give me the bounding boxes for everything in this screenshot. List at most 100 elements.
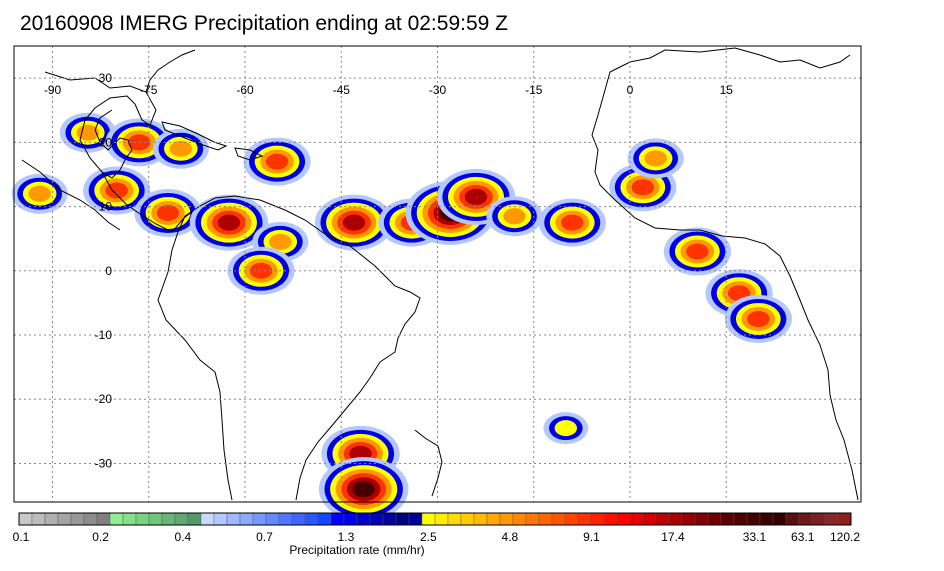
longitude-label: -60 xyxy=(236,83,254,97)
precip-cell xyxy=(543,412,589,445)
colorbar-swatch xyxy=(486,512,501,526)
colorbar-swatch xyxy=(772,512,787,526)
colorbar-swatch xyxy=(603,512,618,526)
colorbar-swatch xyxy=(460,512,475,526)
colorbar-swatch xyxy=(551,512,566,526)
colorbar-swatch xyxy=(395,512,410,526)
precip-cell xyxy=(663,227,731,276)
precip-cell xyxy=(243,137,311,186)
precip-contour xyxy=(733,289,745,298)
colorbar-swatch xyxy=(577,512,592,526)
precip-cell xyxy=(314,194,394,251)
colorbar-swatch xyxy=(746,512,761,526)
colorbar-title: Precipitation rate (mm/hr) xyxy=(289,543,425,557)
precip-cell xyxy=(627,138,684,179)
colorbar-tick-label: 63.1 xyxy=(791,530,815,544)
precip-contour xyxy=(691,247,703,256)
colorbar-swatch xyxy=(200,512,215,526)
colorbar-tick-label: 0.1 xyxy=(12,530,30,544)
colorbar-swatch xyxy=(720,512,735,526)
colorbar-swatch xyxy=(174,512,189,526)
latitude-label: -20 xyxy=(95,392,113,406)
colorbar-swatch xyxy=(109,512,124,526)
colorbar-swatch xyxy=(83,512,98,526)
precip-cell xyxy=(538,198,606,247)
longitude-label: -75 xyxy=(140,83,158,97)
colorbar-swatch xyxy=(408,512,423,526)
longitude-label: 15 xyxy=(720,83,734,97)
latitude-label: 0 xyxy=(105,264,112,278)
graticule xyxy=(14,46,861,502)
latitude-label: 30 xyxy=(99,71,113,85)
precip-contour xyxy=(650,154,662,163)
colorbar-frame xyxy=(18,512,852,526)
colorbar-swatch xyxy=(70,512,85,526)
colorbar-swatch xyxy=(629,512,644,526)
colorbar-swatch xyxy=(382,512,397,526)
longitude-label: -90 xyxy=(44,83,62,97)
colorbar-tick-label: 120.2 xyxy=(829,530,861,544)
colorbar-swatch xyxy=(785,512,800,526)
colorbar-swatch xyxy=(226,512,241,526)
precip-contour xyxy=(348,218,360,227)
colorbar-swatch xyxy=(278,512,293,526)
colorbar-swatch xyxy=(525,512,540,526)
colorbar-tick-label: 0.2 xyxy=(92,530,109,544)
map-title: 20160908 IMERG Precipitation ending at 0… xyxy=(20,12,508,35)
colorbar-swatch xyxy=(122,512,137,526)
precip-cell xyxy=(83,166,151,215)
colorbar-tick-label: 2.5 xyxy=(420,530,437,544)
colorbar-swatch xyxy=(239,512,254,526)
colorbar-tick-label: 4.8 xyxy=(501,530,519,544)
precip-contour xyxy=(354,449,367,458)
latitude-labels: 30 20 10 0 -10 -20 -30 xyxy=(95,71,113,470)
colorbar-swatch xyxy=(616,512,631,526)
colorbar-swatch xyxy=(291,512,306,526)
precip-contour xyxy=(162,208,174,217)
colorbar-swatch xyxy=(44,512,59,526)
precip-cell xyxy=(152,128,209,169)
colorbar-swatch xyxy=(213,512,228,526)
precip-contour xyxy=(470,192,482,201)
longitude-label: 0 xyxy=(627,83,634,97)
colorbar-swatch xyxy=(304,512,319,526)
colorbar-tick-label: 17.4 xyxy=(661,530,685,544)
colorbar-swatch xyxy=(434,512,449,526)
colorbar-swatch xyxy=(148,512,163,526)
longitude-labels: -90 -75 -60 -45 -30 -15 0 15 xyxy=(44,83,733,97)
colorbar-swatch xyxy=(733,512,748,526)
colorbar-swatch xyxy=(356,512,371,526)
colorbar-swatch xyxy=(811,512,826,526)
colorbar-swatch xyxy=(824,512,839,526)
precip-contour xyxy=(566,218,578,227)
colorbar-swatch xyxy=(499,512,514,526)
latitude-label: 20 xyxy=(99,135,113,149)
map-frame xyxy=(13,45,862,503)
colorbar-swatch xyxy=(187,512,202,526)
colorbar xyxy=(18,512,852,526)
latitude-label: 10 xyxy=(99,200,113,214)
colorbar-swatch xyxy=(31,512,46,526)
colorbar-swatch xyxy=(538,512,553,526)
precip-contour xyxy=(637,183,649,192)
colorbar-swatch xyxy=(473,512,488,526)
longitude-label: -30 xyxy=(429,83,447,97)
colorbar-swatch xyxy=(18,512,33,526)
precip-cell xyxy=(724,294,792,343)
precip-contour xyxy=(752,314,764,323)
colorbar-swatch xyxy=(564,512,579,526)
latitude-label: -30 xyxy=(95,456,113,470)
precip-contour xyxy=(274,237,286,246)
colorbar-swatch xyxy=(369,512,384,526)
precip-cell xyxy=(227,246,295,295)
colorbar-swatch xyxy=(694,512,709,526)
colorbar-swatch xyxy=(265,512,280,526)
precip-cell xyxy=(318,457,409,522)
precip-contour xyxy=(223,218,235,227)
precip-cell xyxy=(189,194,269,251)
precip-cell xyxy=(59,112,116,153)
colorbar-tick-label: 1.3 xyxy=(337,530,355,544)
colorbar-swatch xyxy=(590,512,605,526)
latitude-label: -10 xyxy=(95,328,113,342)
